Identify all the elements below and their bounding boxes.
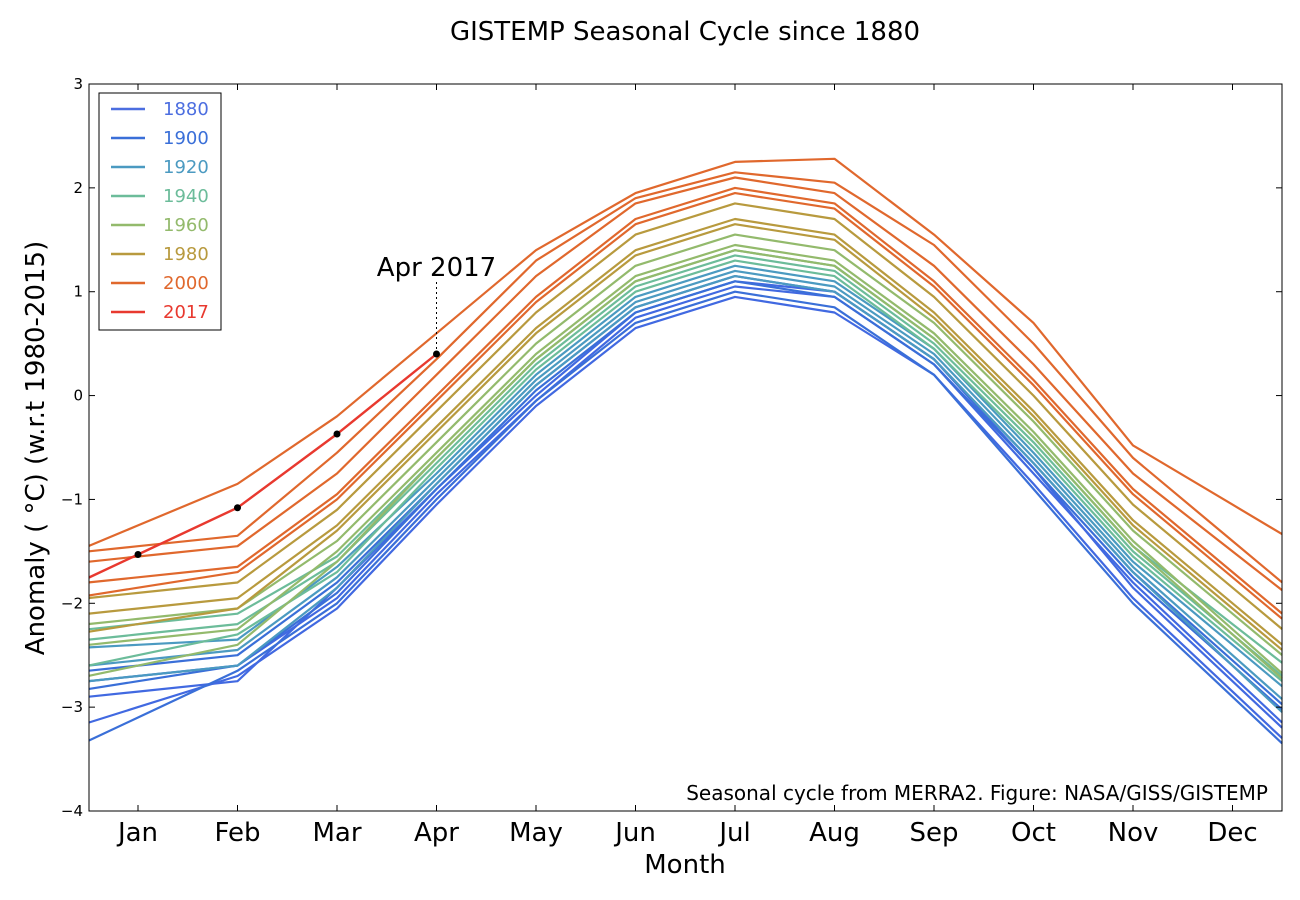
y-tick-label: 0 (73, 387, 83, 405)
series-line-1960-1979 (88, 249, 1283, 680)
series-line-1880-1899 (88, 280, 1283, 729)
y-axis-label: Anomaly ( °C) (w.r.t 1980-2015) (21, 241, 51, 655)
y-tick-label: 3 (73, 75, 83, 93)
series-line-2000-2016 (88, 176, 1283, 591)
series-line-1900-1919 (88, 290, 1283, 745)
x-tick-label: Apr (414, 818, 459, 848)
series-line-1920-1939 (88, 269, 1283, 700)
highlight-2017 (88, 350, 440, 579)
series-line-1940-1959 (88, 259, 1283, 682)
series-line-1880-1899 (88, 285, 1283, 724)
legend-label-2017: 2017 (163, 302, 209, 323)
series-line-1920-1939 (88, 275, 1283, 713)
series-line-2000-2016 (88, 171, 1283, 584)
x-tick-label: Mar (312, 818, 361, 848)
series-line-1980-1999 (88, 217, 1283, 646)
legend-box (98, 92, 222, 331)
series-line-1960-1979 (88, 243, 1283, 675)
legend-label-1980: 1980 (163, 244, 209, 265)
annotation-apr-2017: Apr 2017 (377, 253, 496, 355)
point-2017-Jan (134, 550, 142, 558)
x-tick-label: Jun (613, 818, 656, 848)
x-tick-label: Oct (1011, 818, 1056, 848)
x-tick-label: Sep (909, 818, 958, 848)
legend-label-2000: 2000 (163, 273, 209, 294)
x-tick-label: Dec (1207, 818, 1257, 848)
series-line-2000-2016 (88, 157, 1283, 547)
x-axis-ticks: Jan Feb Mar Apr May Jun Jul Aug Sep Oct Nov Dec (116, 84, 1258, 848)
y-tick-label: −4 (61, 802, 83, 820)
annotation-label: Apr 2017 (377, 253, 496, 283)
series-line-1980-1999 (88, 202, 1283, 630)
series-line-1960-1979 (88, 233, 1283, 656)
series-line-1920-1939 (88, 264, 1283, 688)
credit-text: Seasonal cycle from MERRA2. Figure: NASA… (686, 781, 1268, 805)
y-tick-label: −3 (61, 698, 83, 716)
legend-label-1920: 1920 (163, 157, 209, 178)
point-2017-Mar (333, 430, 341, 438)
y-tick-label: 1 (73, 283, 83, 301)
y-tick-label: 2 (73, 179, 83, 197)
series-line-1980-1999 (88, 223, 1283, 651)
legend-label-1880: 1880 (163, 99, 209, 120)
series-line-2000-2016 (88, 192, 1283, 620)
x-tick-label: Jul (717, 818, 750, 848)
x-tick-label: Feb (214, 818, 260, 848)
series-lines (88, 157, 1283, 745)
plot-frame (88, 83, 1283, 812)
y-axis-ticks: 3 2 1 0 −1 −2 −3 −4 (61, 75, 1282, 820)
x-tick-label: Jan (116, 818, 158, 848)
series-line-1940-1959 (88, 254, 1283, 677)
y-tick-label: −1 (61, 490, 83, 508)
x-axis-label: Month (644, 850, 726, 880)
legend: 1880 1900 1920 1940 1960 1980 2000 2017 (98, 92, 222, 331)
chart-title: GISTEMP Seasonal Cycle since 1880 (450, 17, 920, 47)
x-tick-label: May (509, 818, 563, 848)
y-tick-label: −2 (61, 594, 83, 612)
legend-label-1940: 1940 (163, 186, 209, 207)
legend-label-1960: 1960 (163, 215, 209, 236)
point-2017-Feb (234, 504, 241, 512)
series-line-2000-2016 (88, 186, 1283, 615)
x-tick-label: Aug (809, 818, 860, 848)
series-line-1900-1919 (88, 275, 1283, 706)
legend-label-1900: 1900 (163, 128, 209, 149)
x-tick-label: Nov (1108, 818, 1159, 848)
